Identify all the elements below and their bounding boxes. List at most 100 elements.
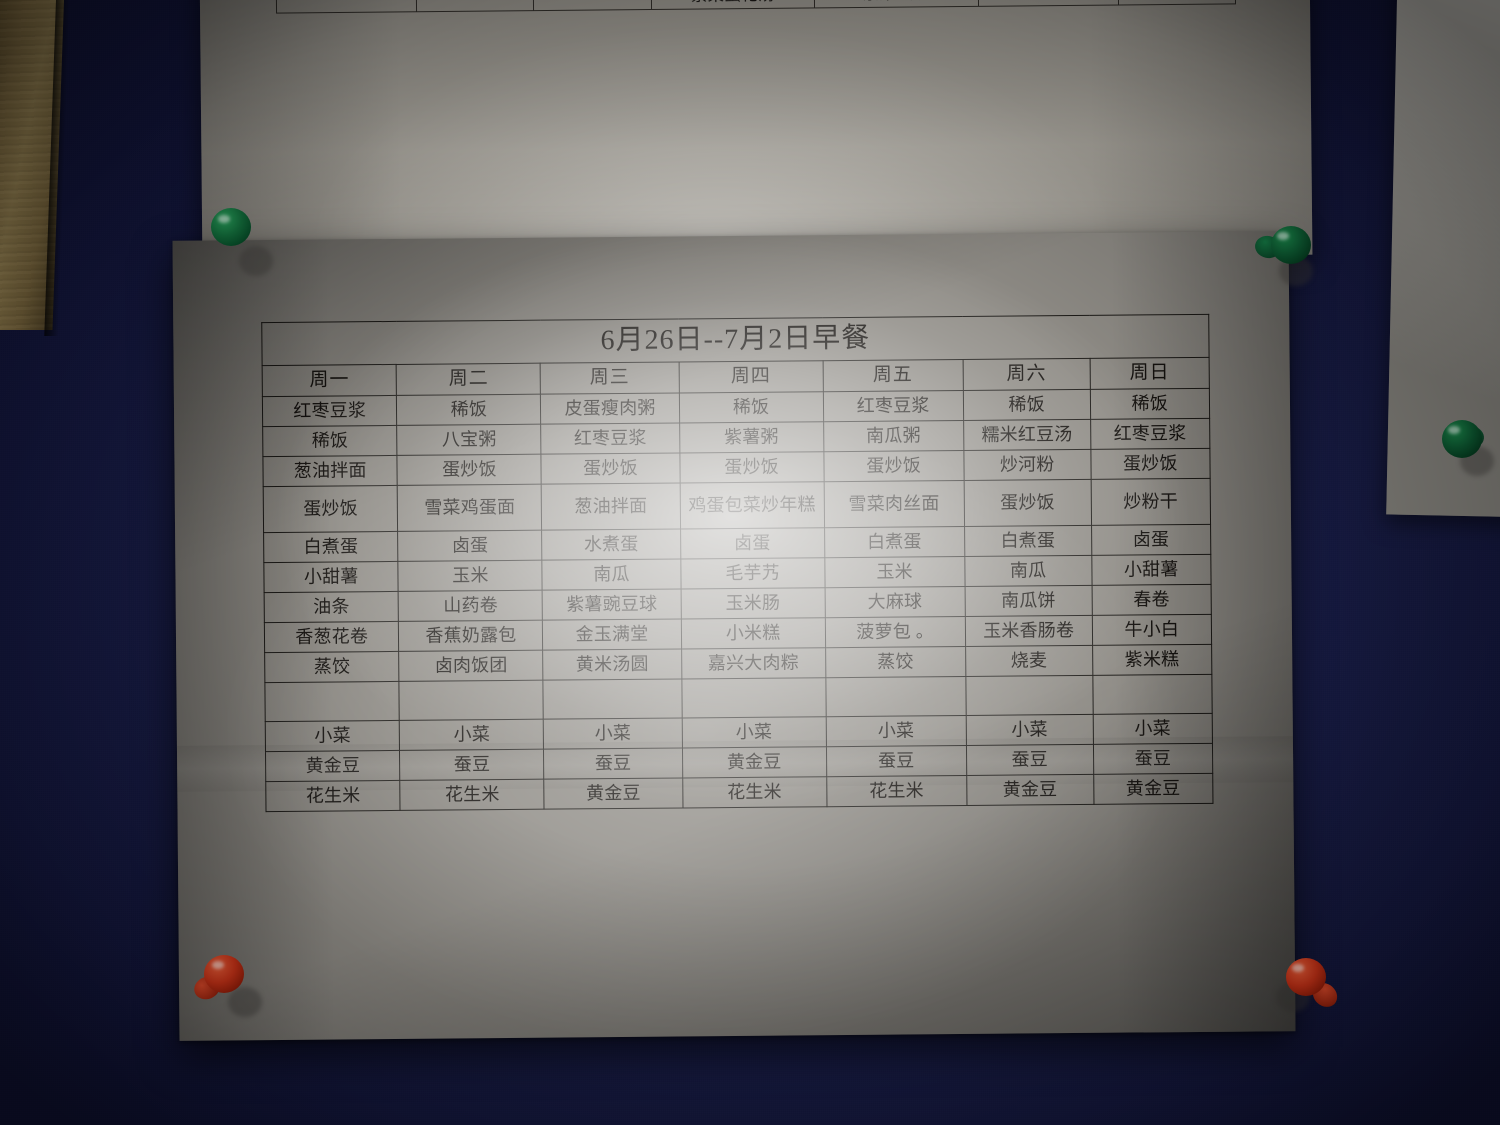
menu-cell: 稀饭 [679,391,824,423]
menu-cell: 花生米 [826,775,967,807]
menu-cell: 白煮蛋 [824,526,965,558]
weekday-header-5: 周五 [822,359,964,392]
pin-head [204,955,244,993]
menu-cell: 春卷 [1091,584,1212,616]
menu-cell: 蚕豆 [826,745,967,777]
pin-glint [1277,232,1289,240]
menu-cell: 小甜薯 [263,561,399,593]
menu-cell: 蚕豆 [966,744,1094,776]
menu-cell: 蚕豆 [1093,743,1213,775]
weekday-header-4: 周四 [678,360,823,393]
menu-cell [399,680,544,721]
menu-cell: 白煮蛋 [964,525,1092,557]
pin-head [1271,226,1311,264]
menu-cell: 炒河粉 [963,449,1091,481]
table-cell: 紫菜蛋汤 [814,0,979,8]
menu-cell: 糯米红豆汤 [963,419,1091,451]
menu-cell: 小甜薯 [1091,554,1212,586]
menu-cell: 花生米 [682,776,827,808]
menu-cell: 蒸饺 [825,646,966,678]
menu-cell: 南瓜 [542,558,681,591]
pin-shadow [228,987,262,1017]
menu-cell: 红枣豆浆 [541,422,680,455]
table-row: 紫菜蛋花汤紫菜蛋汤大白菜豆腐汤紫菜蛋花汤 [276,0,1236,14]
menu-cell [681,677,826,718]
menu-cell: 金玉满堂 [542,618,682,651]
menu-cell: 玉米 [824,556,965,588]
menu-cell: 玉米肠 [680,587,825,619]
menu-cell: 鸡蛋包菜炒年糕 [679,481,825,529]
menu-cell: 卤蛋 [1091,524,1211,556]
menu-cell: 花生米 [265,780,401,812]
menu-cell: 蛋炒饭 [397,454,542,486]
menu-cell: 蒸饺 [264,651,400,683]
breakfast-menu-sheet[interactable]: 6月26日--7月2日早餐 周一 周二 周三 周四 周五 周六 周日 红枣豆浆 稀饭 皮蛋瘦肉粥… [172,231,1296,1041]
menu-cell [543,678,682,720]
weekday-header-3: 周三 [540,361,680,395]
menu-cell: 小菜 [543,717,683,750]
menu-cell: 烧麦 [965,645,1093,677]
menu-cell: 稀饭 [1089,388,1210,420]
pin-shadow [239,246,273,276]
menu-cell: 黄金豆 [544,777,683,810]
table-row: 蛋炒饭 雪菜鸡蛋面 葱油拌面 鸡蛋包菜炒年糕 雪菜肉丝面 蛋炒饭 炒粉干 [263,478,1211,533]
pin-glint [212,961,224,969]
table-cell [416,0,534,12]
table-cell: 紫菜蛋花汤 [650,0,815,10]
menu-cell: 紫薯豌豆球 [542,588,682,621]
menu-cell: 香蕉奶露包 [398,620,544,652]
menu-cell [1092,674,1213,715]
menu-cell: 蚕豆 [543,747,683,780]
menu-cell: 稀饭 [963,389,1091,421]
upper-menu-table: 香肠蒸蛋麻辣鸭块杭州卤鸭干菜肉白切肉尖椒牛柳白切鸭小炒毛豆鸡块香炸小酥肉韩式炸鸡… [274,0,1236,14]
menu-cell: 黄金豆 [265,750,401,782]
menu-cell: 稀饭 [262,425,398,457]
breakfast-menu-table-head: 6月26日--7月2日早餐 周一 周二 周三 周四 周五 周六 周日 [261,314,1210,397]
menu-cell [965,675,1093,716]
pin-glint [1292,964,1304,972]
menu-cell: 卤肉饭团 [399,650,544,682]
menu-cell: 雪菜肉丝面 [823,480,965,528]
menu-cell: 蚕豆 [399,749,545,781]
pin-glint [218,215,230,223]
menu-cell: 红枣豆浆 [1090,418,1210,450]
menu-cell: 炒粉干 [1090,478,1211,526]
menu-cell: 红枣豆浆 [822,390,964,422]
breakfast-menu-table: 6月26日--7月2日早餐 周一 周二 周三 周四 周五 周六 周日 红枣豆浆 稀饭 皮蛋瘦肉粥… [261,314,1213,812]
menu-cell: 牛小白 [1091,614,1212,646]
menu-cell: 山药卷 [398,590,543,622]
weekday-header-2: 周二 [396,363,541,396]
menu-cell: 南瓜 [964,555,1092,587]
breakfast-menu-table-wrap: 6月26日--7月2日早餐 周一 周二 周三 周四 周五 周六 周日 红枣豆浆 稀饭 皮蛋瘦肉粥… [261,314,1213,812]
menu-cell: 蛋炒饭 [541,452,680,485]
menu-cell: 皮蛋瘦肉粥 [540,392,680,425]
menu-cell: 玉米 [398,560,543,592]
menu-cell: 大麻球 [824,586,966,618]
menu-cell: 葱油拌面 [262,455,398,487]
menu-cell: 黄金豆 [1093,773,1213,805]
menu-cell: 小菜 [965,714,1094,746]
upper-menu-sheet[interactable]: 香肠蒸蛋麻辣鸭块杭州卤鸭干菜肉白切肉尖椒牛柳白切鸭小炒毛豆鸡块香炸小酥肉韩式炸鸡… [197,0,1313,266]
upper-sheet-lighting [197,0,1313,266]
menu-cell: 稀饭 [396,394,542,426]
breakfast-menu-table-body: 红枣豆浆 稀饭 皮蛋瘦肉粥 稀饭 红枣豆浆 稀饭 稀饭 稀饭 八宝粥 红枣豆浆 紫薯粥 南瓜粥 糯米红豆… [262,388,1213,812]
table-cell: 大白菜豆腐汤 [977,0,1119,7]
table-cell: 紫菜蛋花汤 [1118,0,1236,6]
menu-cell: 小菜 [681,716,827,748]
menu-cell: 红枣豆浆 [262,395,398,427]
menu-cell: 雪菜鸡蛋面 [397,484,542,532]
menu-cell: 小菜 [399,719,544,751]
menu-cell: 蛋炒饭 [679,451,824,483]
menu-cell: 八宝粥 [397,424,542,456]
menu-cell [264,681,400,722]
upper-menu-table-wrap: 香肠蒸蛋麻辣鸭块杭州卤鸭干菜肉白切肉尖椒牛柳白切鸭小炒毛豆鸡块香炸小酥肉韩式炸鸡… [274,0,1236,14]
menu-cell: 卤蛋 [680,527,825,559]
pin-glint [1448,426,1460,434]
menu-cell [825,676,966,717]
menu-cell: 花生米 [400,779,545,811]
menu-cell: 葱油拌面 [541,482,681,531]
menu-cell: 小菜 [825,715,967,747]
menu-cell: 蛋炒饭 [1090,448,1211,480]
upper-menu-table-body: 香肠蒸蛋麻辣鸭块杭州卤鸭干菜肉白切肉尖椒牛柳白切鸭小炒毛豆鸡块香炸小酥肉韩式炸鸡… [274,0,1236,14]
menu-cell: 蛋炒饭 [263,485,399,533]
